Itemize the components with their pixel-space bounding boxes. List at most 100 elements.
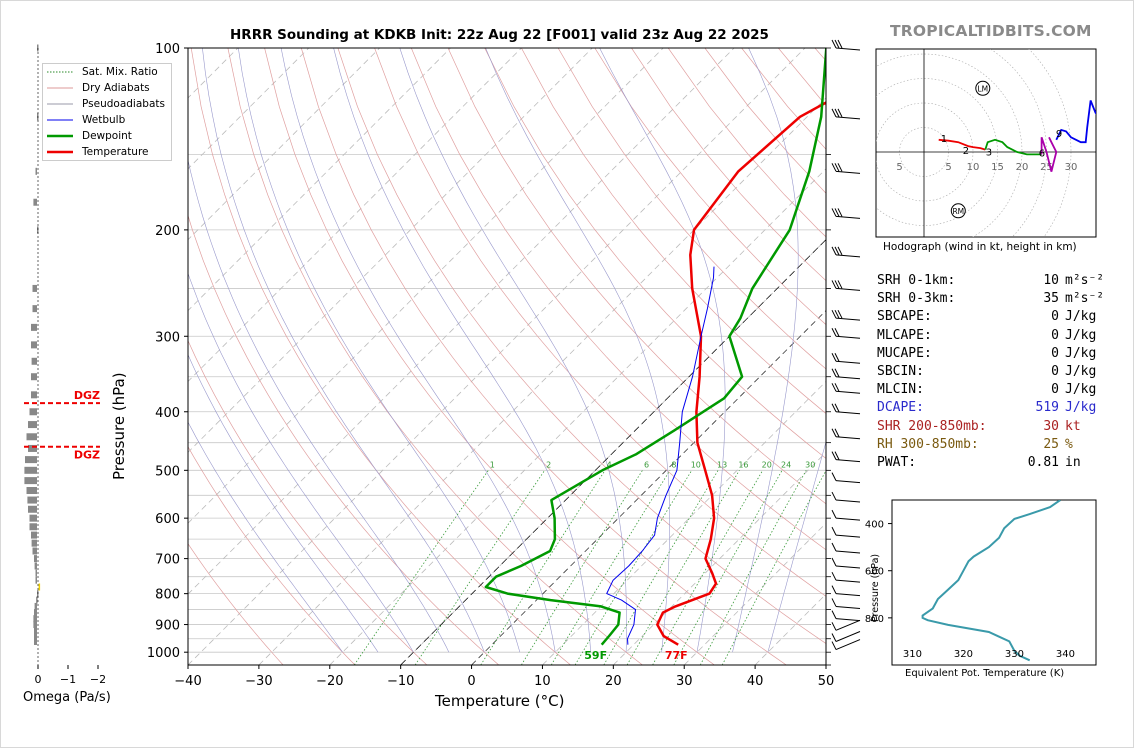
omega-tick-label: −1 bbox=[60, 673, 76, 686]
wind-barb bbox=[831, 542, 861, 554]
wind-barb bbox=[831, 491, 861, 503]
wind-barb-staff bbox=[835, 411, 861, 415]
wind-barb-flag bbox=[831, 526, 837, 536]
legend-label: Sat. Mix. Ratio bbox=[82, 66, 158, 78]
wind-barb-flag bbox=[831, 403, 837, 412]
hodograph-ring-label: 25 bbox=[1040, 162, 1053, 173]
parameter-unit: J/kg bbox=[1065, 382, 1097, 398]
mixing-ratio-line bbox=[603, 470, 719, 665]
omega-bar bbox=[31, 341, 37, 349]
wind-barb-flag bbox=[831, 383, 837, 392]
parameter-value: 25 bbox=[1043, 436, 1059, 452]
hodograph-ring-label: 5 bbox=[896, 162, 902, 173]
parameter-row: RH 300-850mb: 25% bbox=[877, 436, 1104, 454]
x-tick-label: 50 bbox=[818, 674, 835, 689]
wind-barb-flag bbox=[834, 328, 840, 337]
legend-item: Sat. Mix. Ratio bbox=[43, 64, 171, 80]
dry-adiabat-line bbox=[188, 214, 500, 665]
wind-barb-flag bbox=[837, 309, 843, 319]
legend-item: Dry Adiabats bbox=[43, 80, 171, 96]
y-tick-label: 300 bbox=[155, 330, 180, 345]
parameter-table: SRH 0-1km: 10 m²s⁻² SRH 0-3km: 35 m²s⁻² SBCAPE… bbox=[877, 272, 1104, 472]
wind-barb-flag bbox=[831, 641, 837, 650]
wind-barb-flag bbox=[831, 208, 837, 217]
wind-barb bbox=[831, 403, 861, 415]
mixing-ratio-label: 20 bbox=[762, 460, 772, 469]
parameter-label: SBCAPE: bbox=[877, 309, 932, 325]
omega-bar bbox=[28, 421, 37, 429]
wind-barb-staff bbox=[835, 593, 861, 597]
isotherm-line bbox=[329, 168, 826, 665]
storm-motion-label: RM bbox=[952, 207, 964, 216]
omega-bar bbox=[28, 444, 37, 452]
mixing-ratio-label: 24 bbox=[781, 460, 791, 469]
wind-barb-staff bbox=[835, 170, 861, 174]
temperature-profile bbox=[656, 101, 826, 646]
wind-barb-flag bbox=[837, 246, 843, 256]
hodograph-ring-label: 10 bbox=[967, 162, 980, 173]
wind-barb-staff bbox=[835, 517, 861, 521]
y-tick-label: 400 bbox=[155, 406, 180, 421]
wind-barb bbox=[831, 610, 861, 622]
wind-barb bbox=[831, 353, 861, 364]
x-tick-label: 40 bbox=[747, 674, 764, 689]
wind-barb-flag bbox=[831, 622, 837, 631]
isotherm-line bbox=[188, 48, 735, 595]
pseudoadiabat-line bbox=[188, 354, 379, 653]
omega-bar bbox=[26, 487, 37, 495]
dry-adiabat-line bbox=[300, 48, 787, 665]
wind-barb-staff bbox=[835, 459, 861, 463]
wind-barb-flag bbox=[831, 610, 837, 619]
mixing-ratio-label: 2 bbox=[546, 460, 551, 469]
parameter-row: DCAPE: 519 J/kg bbox=[877, 399, 1104, 417]
wind-barb-staff bbox=[835, 335, 861, 339]
theta-e-y-tick: 800 bbox=[865, 614, 884, 625]
dry-adiabat-line bbox=[447, 48, 826, 505]
parameter-label: PWAT: bbox=[877, 455, 917, 471]
wind-barb-flag bbox=[837, 208, 843, 217]
pseudoadiabat-line bbox=[333, 48, 591, 653]
wind-barb-staff bbox=[835, 287, 861, 291]
mixing-ratio-label: 1 bbox=[490, 460, 495, 469]
mixing-ratio-label: 8 bbox=[671, 460, 676, 469]
wind-barb bbox=[831, 328, 861, 339]
legend-item: Dewpoint bbox=[43, 128, 171, 144]
mixing-ratio-label: 4 bbox=[607, 460, 612, 469]
parameter-label: SRH 0-1km: bbox=[877, 273, 956, 288]
mixing-ratio-line bbox=[480, 470, 606, 665]
mixing-ratio-line bbox=[574, 470, 693, 665]
x-tick-label: 20 bbox=[605, 674, 622, 689]
wind-barb-flag bbox=[834, 451, 840, 460]
parameter-unit: J/kg bbox=[1065, 309, 1097, 325]
dry-adiabat-line bbox=[188, 446, 356, 665]
parameter-unit: J/kg bbox=[1065, 327, 1097, 343]
x-tick-label: −40 bbox=[174, 674, 201, 689]
hodograph-ring-label: 20 bbox=[1016, 162, 1029, 173]
isotherm-line bbox=[613, 451, 826, 665]
omega-bar bbox=[34, 555, 37, 563]
storm-motion-marker bbox=[975, 80, 991, 96]
dry-adiabat-line bbox=[594, 48, 826, 326]
wind-barb-staff bbox=[835, 116, 861, 120]
wind-barb-flag bbox=[831, 163, 837, 172]
wind-barb-flag bbox=[834, 309, 840, 319]
wind-barb-staff bbox=[835, 215, 861, 219]
pseudoadiabat-line bbox=[767, 440, 826, 653]
parameter-value: 10 bbox=[1043, 273, 1059, 288]
wind-barb-flag bbox=[834, 163, 840, 172]
wind-barb bbox=[831, 631, 861, 642]
mixing-ratio-label: 16 bbox=[738, 460, 748, 469]
wind-barb-staff bbox=[835, 436, 861, 440]
parameter-label: SBCIN: bbox=[877, 364, 924, 380]
wind-barb bbox=[831, 619, 861, 631]
wind-barb-flag bbox=[831, 328, 837, 337]
hodograph-trace bbox=[1055, 100, 1096, 144]
wind-barb-flag bbox=[831, 368, 837, 377]
wind-barb-staff bbox=[835, 619, 861, 631]
wind-barb-flag bbox=[834, 383, 840, 392]
theta-e-x-label: Equivalent Pot. Temperature (K) bbox=[905, 668, 1065, 679]
omega-bar bbox=[34, 609, 37, 617]
parameter-row: SRH 0-3km: 35 m²s⁻² bbox=[877, 290, 1104, 308]
isotherm-line bbox=[471, 309, 826, 665]
pseudoadiabat-line bbox=[732, 48, 799, 653]
